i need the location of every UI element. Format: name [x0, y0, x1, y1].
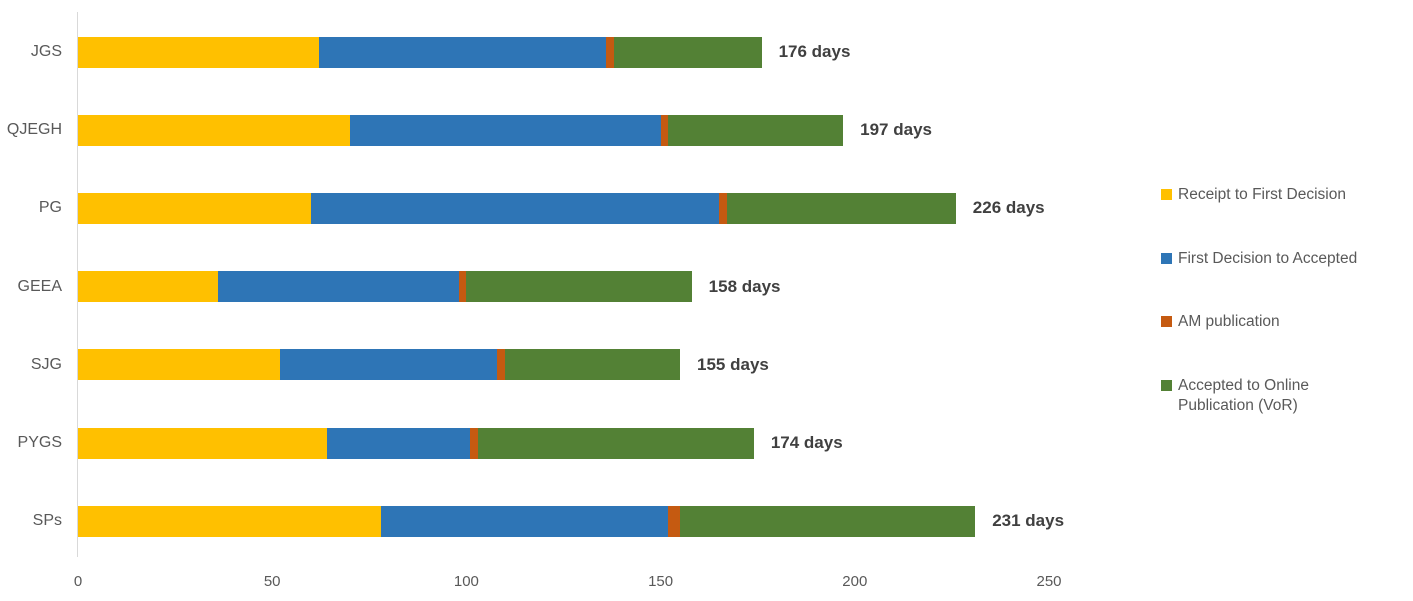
category-label-pg: PG [38, 199, 62, 217]
bar-segment [318, 36, 607, 68]
legend-label: First Decision to Accepted [1178, 249, 1358, 267]
legend-swatch [1161, 252, 1172, 264]
y-axis-line [77, 12, 78, 557]
legend-item: Accepted to Online Publication (VoR) [1161, 376, 1373, 416]
total-days-label: 176 days [778, 42, 851, 61]
total-days-label: 226 days [972, 198, 1045, 218]
legend: Receipt to First Decision First Decision … [1161, 0, 1411, 601]
bar-segment [680, 505, 976, 537]
x-tick-label: 0 [73, 573, 83, 590]
bar-segment [668, 114, 844, 146]
x-tick-label: 250 [1036, 573, 1062, 590]
bar-segment [726, 192, 956, 224]
legend-label: Receipt to First Decision [1178, 186, 1346, 203]
bar-segment [78, 349, 280, 381]
category-label-jgs: JGS [30, 43, 62, 60]
total-days-label: 174 days [770, 433, 843, 452]
bar-segment [497, 349, 506, 381]
total-days-label: 155 days [697, 354, 769, 374]
bar-segment [470, 427, 479, 459]
x-tick-label: 200 [842, 573, 868, 590]
legend-label: Accepted to Online Publication (VoR) [1178, 376, 1309, 414]
bar-segment [279, 349, 498, 381]
category-label-sjg: SJG [30, 355, 62, 373]
category-label-geea: GEEA [17, 277, 62, 295]
category-label-sps: SPs [32, 512, 62, 530]
bar-segment [660, 114, 669, 146]
x-tick-label: 50 [263, 573, 281, 590]
legend-item: AM publication [1161, 312, 1373, 332]
total-days-label: 197 days [860, 120, 932, 140]
total-days-label: 158 days [708, 276, 781, 296]
bar-segment [718, 192, 727, 224]
bar-segment [478, 427, 754, 459]
bar-segment [668, 505, 680, 537]
bar-segment [78, 114, 350, 146]
legend-label: AM publication [1178, 313, 1280, 330]
bar-segment [78, 427, 327, 459]
legend-item: Receipt to First Decision [1161, 185, 1373, 205]
bar-segment [466, 271, 692, 303]
legend-swatch [1161, 189, 1172, 200]
bar-segment [78, 271, 218, 303]
bar-segment [311, 192, 719, 224]
bar-segment [380, 505, 669, 537]
bar-segment [613, 36, 762, 68]
x-tick-label: 150 [648, 573, 674, 590]
bar-segment [78, 36, 319, 68]
total-days-label: 231 days [992, 511, 1065, 531]
x-tick-label: 100 [453, 573, 479, 590]
category-label-qjegh: QJEGH [6, 121, 62, 139]
bar-segment [326, 427, 471, 459]
legend-swatch [1161, 379, 1172, 391]
legend-item: First Decision to Accepted [1161, 249, 1373, 269]
category-label-pygs: PYGS [17, 434, 62, 451]
bar-segment [505, 349, 680, 381]
bar-segment [349, 114, 661, 146]
bar-segment [458, 271, 467, 303]
bar-segment [78, 192, 312, 224]
bar-segment [606, 36, 614, 68]
legend-swatch [1161, 316, 1172, 327]
bar-segment [217, 271, 459, 303]
bar-segment [78, 505, 381, 537]
